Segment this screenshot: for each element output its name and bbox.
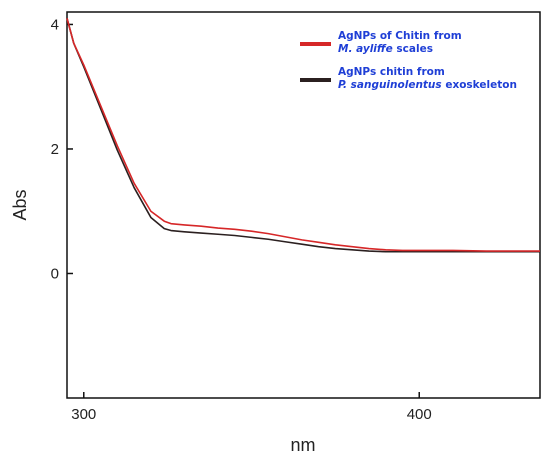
y-tick-label: 4 [51, 16, 59, 33]
series-line-2 [66, 18, 540, 253]
legend-label-rest: exoskeleton [442, 79, 517, 91]
x-tick-label: 300 [71, 406, 96, 423]
plot-area [66, 11, 541, 399]
legend-label-1-line1: AgNPs of Chitin from [338, 30, 462, 42]
legend-label-rest: scales [393, 43, 433, 55]
x-tick-label: 400 [407, 406, 432, 423]
x-axis-title: nm [290, 435, 315, 455]
series-line-1 [66, 18, 540, 252]
y-axis-title: Abs [10, 189, 30, 220]
legend-label-1-line2: M. ayliffe scales [338, 43, 433, 55]
legend-label-2-line1: AgNPs chitin from [338, 66, 445, 78]
series-layer [66, 18, 540, 253]
y-tick-label: 0 [51, 265, 59, 282]
axis-ticks: 0 2 4 300 400 [51, 16, 432, 423]
legend-label-italic: P. sanguinolentus [338, 79, 442, 91]
y-tick-label: 2 [51, 141, 59, 158]
legend-label-2-line2: P. sanguinolentus exoskeleton [338, 79, 517, 91]
legend-label-italic: M. ayliffe [338, 43, 393, 55]
